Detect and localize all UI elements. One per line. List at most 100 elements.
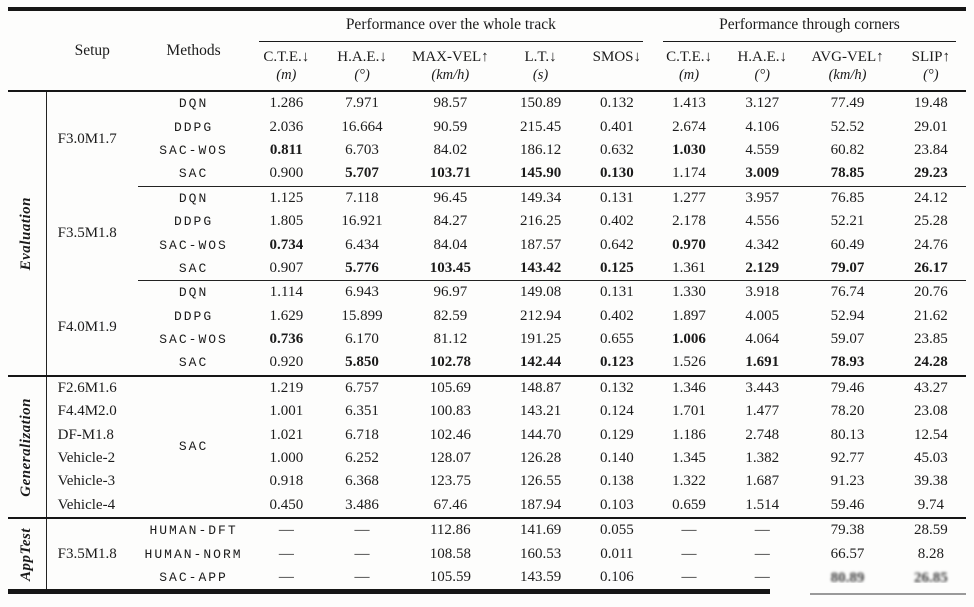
- method-cell: DDPG: [173, 119, 214, 135]
- value-cell: 1.006: [672, 331, 706, 348]
- value-cell: 142.44: [519, 354, 562, 371]
- setup-cell: F4.0M1.9: [57, 319, 117, 336]
- value-cell: —: [278, 545, 294, 562]
- value-cell: 212.94: [519, 307, 562, 324]
- value-cell: —: [278, 569, 294, 585]
- col-header-setup: Setup: [46, 9, 139, 92]
- table-row: SAC-WOS 0.811 6.703 84.02 186.12 0.632 1.030 4.…: [8, 139, 966, 162]
- col-header-methods: Methods: [138, 9, 249, 92]
- table-row: Vehicle-4 0.450 3.486 67.46 187.94 0.103 0.659…: [8, 494, 966, 518]
- value-cell: 23.85: [913, 331, 948, 348]
- value-cell: 149.08: [500, 280, 581, 305]
- table-row: DDPG 1.805 16.921 84.27 216.25 0.402 2.178 4.55…: [8, 210, 966, 233]
- value-cell: 98.57: [400, 89, 501, 116]
- value-cell: —: [754, 545, 770, 562]
- value-cell: 103.71: [429, 165, 471, 182]
- value-cell: 1.001: [269, 403, 304, 420]
- section-label-text: AppTest: [18, 527, 35, 581]
- scan-artifact-line: [810, 593, 966, 596]
- value-cell: 29.01: [913, 118, 948, 135]
- value-cell: —: [354, 545, 370, 562]
- value-cell: 16.921: [341, 213, 383, 230]
- value-cell: 126.55: [519, 473, 562, 490]
- value-cell: 0.130: [599, 165, 634, 182]
- value-cell: 160.53: [519, 545, 562, 562]
- method-cell: DQN: [138, 280, 249, 305]
- value-cell: 2.178: [672, 213, 706, 230]
- value-cell: 1.030: [672, 141, 706, 158]
- value-cell: 0.811: [269, 141, 303, 158]
- table-row: SAC-WOS 0.736 6.170 81.12 191.25 0.655 1.006 4.…: [8, 328, 966, 351]
- value-cell: 123.75: [429, 473, 471, 490]
- method-cell: SAC: [178, 166, 209, 182]
- value-cell: 60.49: [830, 236, 865, 253]
- value-cell: 1.629: [269, 307, 304, 324]
- value-cell: 77.49: [799, 89, 896, 116]
- value-cell: 45.03: [913, 450, 948, 467]
- header-row-groups: Setup Methods Performance over the whole…: [8, 9, 966, 92]
- value-cell: 0.659: [672, 496, 706, 513]
- value-cell: 0.055: [580, 517, 653, 543]
- value-cell: 4.556: [745, 213, 780, 230]
- table-row: SAC 0.900 5.707 103.71 145.90 0.130 1.174 3.009…: [8, 162, 966, 186]
- value-cell: 0.734: [269, 236, 304, 253]
- value-cell: 84.04: [433, 236, 468, 253]
- value-cell: 6.170: [345, 331, 379, 348]
- value-cell: 4.064: [745, 331, 780, 348]
- value-cell: 1.413: [652, 89, 726, 116]
- table-row: DDPG 1.629 15.899 82.59 212.94 0.402 1.897 4.00…: [8, 305, 966, 328]
- value-cell: 78.20: [830, 403, 865, 420]
- value-cell: 3.443: [725, 374, 800, 401]
- header-row-units: (m) (°) (km/h) (s) (m) (°) (km/h) (°): [8, 67, 966, 92]
- value-cell: 90.59: [433, 118, 468, 135]
- unit-maxvel-track: (km/h): [400, 67, 501, 92]
- table-row: Evaluation F3.0M1.7 DQN 1.286 7.971 98.57 150.…: [8, 89, 966, 376]
- value-cell: 6.703: [345, 141, 379, 158]
- value-cell: 1.691: [745, 354, 780, 371]
- value-cell: 91.23: [830, 473, 865, 490]
- value-cell: 24.28: [913, 354, 948, 371]
- value-cell: 7.971: [323, 89, 401, 116]
- setup-cell: Vehicle-2: [57, 450, 116, 467]
- table-row: Vehicle-2 1.000 6.252 128.07 126.28 0.140 1.34…: [8, 447, 966, 470]
- table-row: F3.5M1.8 DQN 1.125 7.118 96.45 149.34 0.131 1.2…: [8, 185, 966, 241]
- value-cell: 1.219: [248, 374, 324, 401]
- value-cell: 6.351: [345, 403, 379, 420]
- value-cell: 143.42: [519, 259, 562, 276]
- value-cell: 186.12: [519, 141, 562, 158]
- value-cell: 39.38: [913, 473, 948, 490]
- value-cell: 102.78: [429, 354, 471, 371]
- value-cell: 0.900: [269, 165, 304, 182]
- col-header-lt-track: L.T.↓: [524, 49, 557, 65]
- group-header-whole-track: Performance over the whole track: [249, 9, 653, 42]
- value-cell: 0.450: [269, 496, 304, 513]
- section-label-text: Generalization: [18, 397, 35, 497]
- value-cell: 0.632: [599, 141, 634, 158]
- unit-hae-track: (°): [323, 67, 401, 92]
- value-cell: 0.402: [599, 213, 634, 230]
- value-cell: 112.86: [400, 517, 501, 543]
- degraded-value-text: 26.85: [913, 570, 948, 586]
- section-label-evaluation: Evaluation: [8, 90, 47, 376]
- value-cell: 128.07: [429, 450, 471, 467]
- method-cell: DDPG: [173, 308, 214, 324]
- value-cell: 0.123: [599, 354, 634, 371]
- value-cell: 66.57: [830, 545, 865, 562]
- value-cell: 1.701: [672, 403, 706, 420]
- method-cell: DQN: [138, 185, 249, 210]
- table-row: AppTest F3.5M1.8 HUMAN-DFT — —112.86 141.69 0.…: [8, 517, 966, 592]
- value-cell: 1.186: [672, 426, 706, 443]
- value-cell: 0.138: [599, 473, 634, 490]
- section-label-text: Evaluation: [18, 196, 35, 271]
- setup-cell: DF-M1.8: [57, 426, 114, 443]
- method-cell: SAC-APP: [159, 570, 228, 585]
- method-cell: SAC-WOS: [159, 142, 228, 158]
- table-row: F4.0M1.9 DQN 1.114 6.943 96.97 149.08 0.131 1.3…: [8, 280, 966, 335]
- value-cell: 29.23: [913, 165, 948, 182]
- value-cell: 1.897: [672, 307, 706, 324]
- value-cell: 0.918: [269, 473, 304, 490]
- value-cell: 2.129: [745, 259, 780, 276]
- unit-smos-track: [580, 67, 653, 92]
- value-cell: 7.118: [323, 185, 401, 210]
- value-cell: 105.59: [429, 569, 471, 585]
